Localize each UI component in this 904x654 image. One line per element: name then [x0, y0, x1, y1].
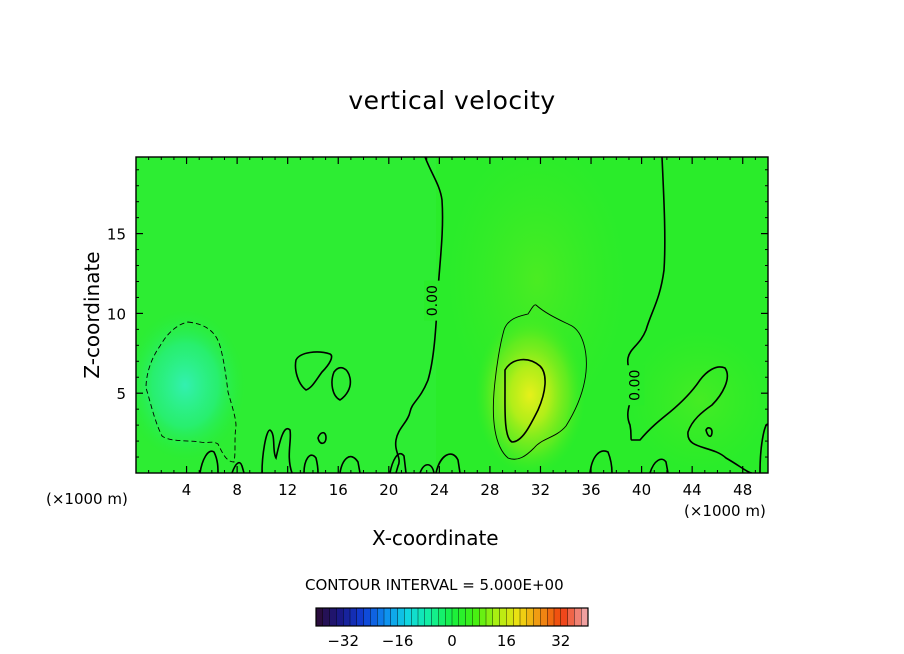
updraft-core: [475, 315, 585, 473]
x-tick-label: 32: [531, 481, 550, 499]
colorbar-swatch: [472, 607, 480, 627]
x-tick-label: 20: [379, 481, 398, 499]
x-tick-label: 36: [581, 481, 600, 499]
colorbar-swatch: [451, 607, 460, 627]
colorbar-swatch: [533, 607, 541, 627]
colorbar-tick-label: −16: [382, 632, 414, 650]
x-tick-label: 12: [278, 481, 297, 499]
colorbar-swatch: [404, 607, 412, 627]
contour-label-bg: [626, 365, 645, 406]
contour-label: 0.00: [627, 370, 643, 401]
colorbar-swatch: [445, 607, 453, 627]
colorbar-tick-label: 16: [497, 632, 516, 650]
y-tick-label: 10: [107, 305, 126, 323]
downdraft-region: [136, 310, 245, 460]
x-axis-ticks: 4 8 12 16 20 24 28 32 36 40 44 48: [148, 157, 756, 499]
colorbar-swatch: [540, 607, 548, 627]
x-tick-label: 4: [182, 481, 192, 499]
colorbar-swatch: [329, 607, 337, 627]
colorbar-swatch: [513, 607, 521, 627]
x-unit-label-left: (×1000 m): [46, 490, 128, 508]
colorbar-swatch: [574, 607, 582, 627]
colorbar-swatch: [356, 607, 365, 627]
colorbar-tick-label: 32: [551, 632, 570, 650]
colorbar-swatch: [492, 607, 501, 627]
colorbar-frame: [315, 607, 589, 627]
colorbar-swatch: [547, 607, 555, 627]
x-unit-label-right: (×1000 m): [684, 502, 766, 520]
contour-label: 0.00: [425, 285, 441, 316]
colorbar-swatch: [431, 607, 439, 627]
colorbar-swatch: [336, 607, 344, 627]
heatmap-field: [136, 157, 768, 473]
colorbar: −32 −16 0 16 32: [315, 607, 589, 650]
x-tick-label: 28: [480, 481, 499, 499]
colorbar-swatch: [370, 607, 378, 627]
colorbar-swatch: [390, 607, 399, 627]
y-axis-ticks: 5 10 15: [107, 169, 768, 458]
colorbar-swatch: [417, 607, 426, 627]
x-axis-label: X-coordinate: [372, 526, 499, 550]
x-tick-label: 40: [632, 481, 651, 499]
contour-positive: [492, 304, 587, 460]
colorbar-swatch: [322, 607, 331, 627]
colorbar-swatch: [315, 607, 324, 627]
updraft-region-right: [630, 330, 768, 470]
colorbar-tick-label: −32: [327, 632, 359, 650]
colorbar-swatch: [506, 607, 514, 627]
x-tick-label: 8: [232, 481, 242, 499]
colorbar-swatch: [479, 607, 487, 627]
colorbar-tick-label: 0: [447, 632, 457, 650]
colorbar-swatch: [567, 607, 575, 627]
chart-title: vertical velocity: [348, 86, 556, 115]
colorbar-swatch: [363, 607, 371, 627]
x-tick-label: 48: [733, 481, 752, 499]
colorbar-swatch: [383, 607, 392, 627]
colorbar-swatch: [377, 607, 385, 627]
colorbar-swatch: [458, 607, 467, 627]
x-tick-label: 24: [430, 481, 449, 499]
colorbar-swatch: [553, 607, 562, 627]
contour-labels: 0.00 0.00: [424, 280, 645, 406]
contour-negative: [145, 321, 237, 463]
colorbar-swatch: [349, 607, 358, 627]
colorbar-swatch: [343, 607, 351, 627]
colorbar-swatch: [560, 607, 569, 627]
x-tick-label: 44: [683, 481, 702, 499]
contour-label-bg: [424, 280, 443, 321]
contour-zero: [199, 157, 768, 473]
colorbar-swatch: [519, 607, 528, 627]
y-tick-label: 5: [116, 385, 126, 403]
colorbar-swatch: [397, 607, 405, 627]
colorbar-swatch: [526, 607, 535, 627]
colorbar-swatch: [438, 607, 446, 627]
colorbar-swatch: [411, 607, 419, 627]
colorbar-swatch: [465, 607, 473, 627]
colorbar-swatch: [485, 607, 494, 627]
contour-interval-text: CONTOUR INTERVAL = 5.000E+00: [305, 576, 564, 594]
colorbar-swatch: [499, 607, 507, 627]
x-tick-label: 16: [329, 481, 348, 499]
colorbar-swatch: [581, 607, 589, 627]
y-tick-label: 15: [107, 226, 126, 244]
colorbar-swatch: [424, 607, 433, 627]
